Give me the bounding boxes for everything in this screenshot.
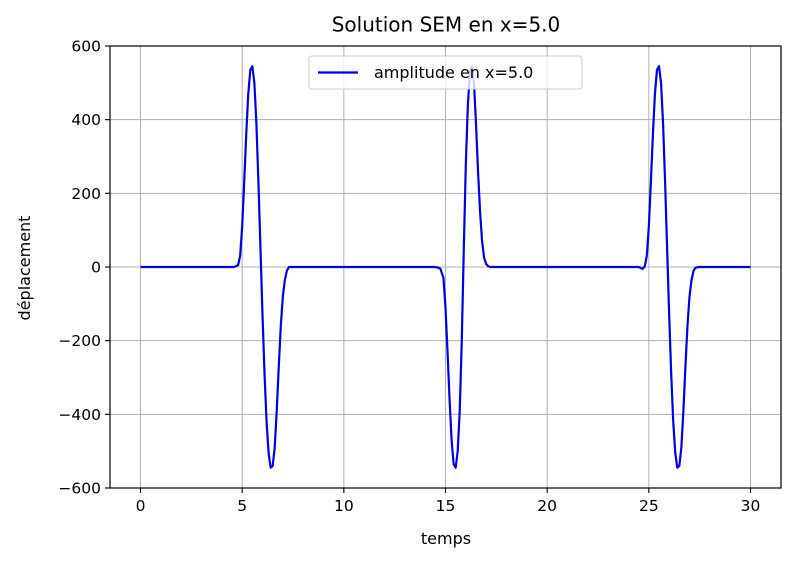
x-axis-title: temps	[421, 529, 471, 548]
y-tick-label: −400	[58, 406, 101, 424]
x-tick-label: 0	[136, 497, 146, 515]
x-tick-label: 25	[639, 497, 659, 515]
y-tick-label: 400	[71, 111, 101, 129]
x-tick-label: 20	[537, 497, 557, 515]
legend-box	[308, 55, 583, 90]
x-tick-label: 30	[741, 497, 761, 515]
x-tick-label: 15	[436, 497, 456, 515]
y-axis-ticks: −600 −400 −200 0 200 400 600	[58, 38, 110, 498]
y-tick-label: −200	[58, 332, 101, 350]
x-axis-ticks: 0 5 10 15 20 25 30	[136, 488, 761, 515]
x-tick-label: 5	[237, 497, 247, 515]
legend: amplitude en x=5.0	[308, 55, 583, 90]
y-tick-label: −600	[58, 480, 101, 498]
y-axis-title: déplacement	[15, 216, 34, 321]
y-tick-label: 600	[71, 38, 101, 56]
y-tick-label: 200	[71, 185, 101, 203]
y-tick-label: 0	[91, 259, 101, 277]
series-line	[140, 65, 751, 469]
legend-label: amplitude en x=5.0	[374, 63, 533, 82]
chart-title: Solution SEM en x=5.0	[332, 13, 561, 37]
x-tick-label: 10	[334, 497, 354, 515]
